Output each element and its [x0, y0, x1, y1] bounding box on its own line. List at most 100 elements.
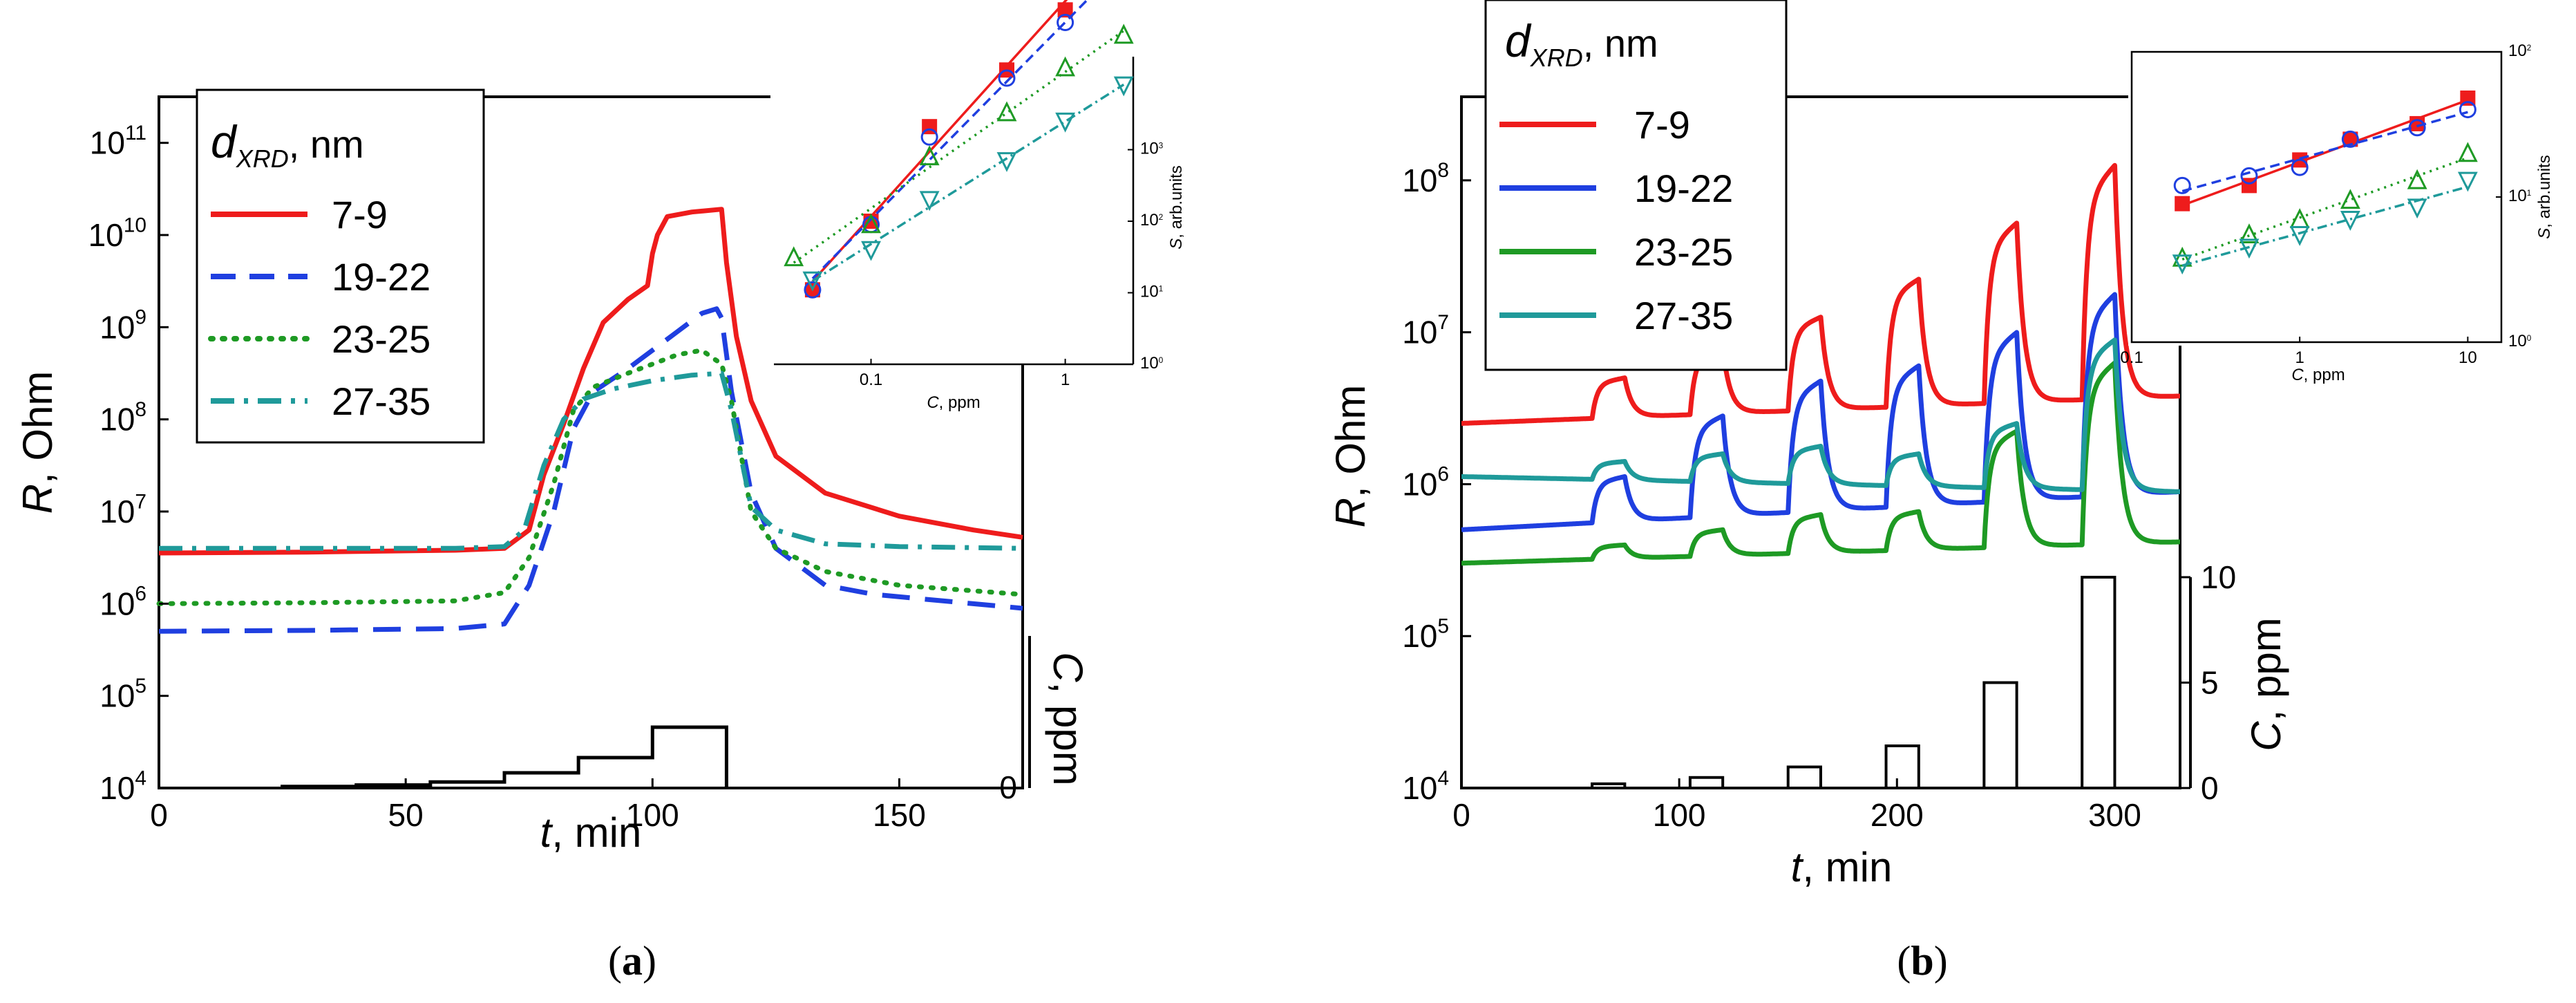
panel-a-c-tick-0: 0	[999, 769, 1017, 805]
panel-b-caption-close: )	[1934, 938, 1948, 984]
panel-a-inset-y-tick-label-0-exp: 0	[1159, 356, 1164, 365]
panel-b-inset-y-tick-label-2-base: 10	[2508, 41, 2527, 60]
panel-a-inset-y-tick-label-0-base: 10	[1140, 354, 1159, 373]
panel-a-y-label: R, Ohm	[15, 371, 61, 514]
panel-b-inset-point-27-35-5	[2457, 171, 2478, 192]
panel-b-y-tick-label-0-exp: 4	[1437, 767, 1449, 789]
panel-b-c-tick-label-1: 5	[2201, 665, 2219, 701]
panel-a-y-tick-label-5-base: 10	[100, 309, 135, 345]
panel-b-inset-fit-19-22	[2181, 111, 2468, 193]
panel-b-inset-point-23-25-3	[2340, 189, 2360, 209]
panel-a-concentration-steps	[281, 725, 728, 789]
panel-a-legend-label-23-25: 23-25	[332, 317, 430, 361]
panel-b-inset-y-tick-label-0-exp: 0	[2527, 334, 2532, 343]
panel-a-x-label: t, min	[540, 809, 642, 856]
panel-a-legend-label-7-9: 7-9	[332, 193, 388, 236]
panel-a-inset-y-tick-label-1: 101	[1140, 283, 1163, 301]
panel-a-inset-marks	[784, 0, 1134, 299]
panel-b-y-tick-label-3-base: 10	[1402, 315, 1437, 350]
panel-b-inset-point-19-22-1	[2240, 167, 2258, 185]
panel-b-inset-x-label-unit: , ppm	[2304, 366, 2345, 384]
panel-b-legend-title-rest: , nm	[1583, 21, 1658, 65]
panel-b-inset-x-tick-label-0: 0.1	[2120, 348, 2143, 367]
panel-b-x-label-var: t	[1791, 844, 1804, 890]
panel-b-legend-box	[1484, 0, 1788, 371]
panel-b-inset-y-tick-label-1: 101	[2508, 187, 2531, 205]
panel-b-x-label-unit: , min	[1802, 844, 1892, 890]
panel-b-curve-19-22	[1460, 292, 2181, 532]
panel-a-curve-27-35	[159, 371, 1023, 551]
panel-a-curve-19-22	[158, 306, 1023, 634]
panel-a-inset-point-27-35-1	[861, 241, 881, 261]
panel-a-y-tick-label-4: 108	[100, 398, 146, 438]
panel-b-inset-point-27-35-2	[2289, 226, 2310, 246]
panel-a-y-tick-label-3-base: 10	[100, 494, 135, 529]
panel-b-legend-title-main: d	[1505, 15, 1532, 66]
panel-b-inset-point-27-35-1	[2239, 238, 2260, 259]
panel-a-legend-title: dXRD, nm	[211, 116, 364, 173]
panel-a-curves	[156, 207, 1025, 634]
panel-b-conc-bar-4	[1982, 681, 2018, 789]
panel-b-curve-23-25	[1460, 360, 2181, 566]
panel-b-inset-point-19-22-3	[2341, 130, 2359, 148]
panel-a-inset-point-19-22-3	[998, 69, 1016, 87]
panel-a-y-tick-label-2-exp: 6	[135, 583, 146, 606]
panel-a-y-tick-label-1-exp: 5	[135, 675, 146, 697]
panel-a-inset-point-23-25-5	[1113, 24, 1134, 44]
panel-b-inset-point-27-35-3	[2340, 211, 2360, 231]
panel-b-inset-point-19-22-2	[2291, 158, 2309, 176]
panel-b-inset-marks	[2172, 90, 2478, 275]
panel-a-y-tick-label-2-base: 10	[100, 585, 135, 621]
panel-b-caption-open: (	[1897, 938, 1911, 984]
panel-b-conc-bar-5	[2081, 576, 2116, 789]
panel-a-inset-y-tick-label-1-base: 10	[1140, 283, 1159, 301]
panel-b-legend-label-27-35: 27-35	[1634, 294, 1733, 337]
panel-a-y-tick-label-6: 1010	[88, 214, 146, 253]
panel-a-x-tick-label-2: 100	[626, 797, 679, 833]
panel-b-concentration-bars	[1591, 576, 2116, 790]
panel-b-inset-point-7-9-4	[2409, 115, 2425, 131]
panel-a-inset-fit-19-22	[811, 0, 1089, 280]
panel-b-x-label: t, min	[1791, 844, 1893, 890]
panel-a-y-tick-label-7-exp: 11	[125, 122, 146, 144]
panel-a-inset-y-tick-label-2-exp: 2	[1159, 213, 1164, 222]
panel-b-curves	[1460, 162, 2181, 566]
panel-b-inset-y-tick-label-2: 102	[2508, 41, 2531, 60]
panel-b-x-tick-label-3: 300	[2088, 797, 2141, 833]
panel-a-y-tick-label-6-exp: 10	[124, 214, 146, 236]
panel-a-x-label-unit: , min	[551, 809, 641, 856]
panel-a-inset-y-tick-label-3-base: 10	[1140, 140, 1159, 158]
panel-a-y-tick-label-0-exp: 4	[135, 767, 146, 789]
panel-b-caption: (b)	[1897, 938, 1947, 984]
panel-a-inset-y-tick-label-0: 100	[1140, 354, 1164, 373]
panel-b-inset-bg	[2128, 48, 2501, 346]
panel-a-inset-point-27-35-5	[1113, 76, 1134, 97]
panel-a-inset-point-19-22-0	[804, 281, 822, 299]
panel-b-y-tick-label-2-exp: 6	[1437, 463, 1449, 486]
panel-a-inset-x-label: C, ppm	[927, 393, 980, 412]
panel-a-x-ticks: 0 50 100 150	[150, 778, 926, 833]
panel-a-inset-y-tick-label-2-base: 10	[1140, 211, 1159, 229]
panel-a-y-label-unit: , Ohm	[15, 371, 61, 484]
panel-b-y-label-var: R	[1327, 498, 1374, 527]
panel-b-conc-bar-3	[1884, 744, 1920, 789]
panel-a-inset-y-tick-label-3: 103	[1140, 140, 1163, 158]
panel-b-conc-bar-2	[1786, 765, 1823, 789]
panel-b-y-tick-label-1-exp: 5	[1437, 615, 1449, 638]
panel-b-x-ticks: 0 100 200 300	[1452, 778, 2141, 833]
panel-a-plot-frame	[158, 95, 1024, 789]
panel-b-y-tick-label-3-exp: 7	[1437, 311, 1449, 334]
panel-a-inset-point-27-35-0	[802, 271, 823, 292]
panel-b-inset-point-27-35-4	[2407, 198, 2427, 219]
panel-b-y-tick-label-4: 108	[1402, 159, 1449, 198]
panel-b-conc-bar-0	[1591, 782, 1627, 790]
panel-a-y-tick-label-4-base: 10	[100, 402, 135, 438]
panel-a-x-tick-label-1: 50	[388, 797, 424, 833]
panel-a-c-label-unit: , ppm	[1045, 682, 1091, 786]
panel-a-inset-y-tick-label-2: 102	[1140, 211, 1163, 229]
panel-a-y-tick-label-6-base: 10	[88, 217, 124, 253]
panel-a-y-tick-label-2: 106	[100, 583, 146, 622]
